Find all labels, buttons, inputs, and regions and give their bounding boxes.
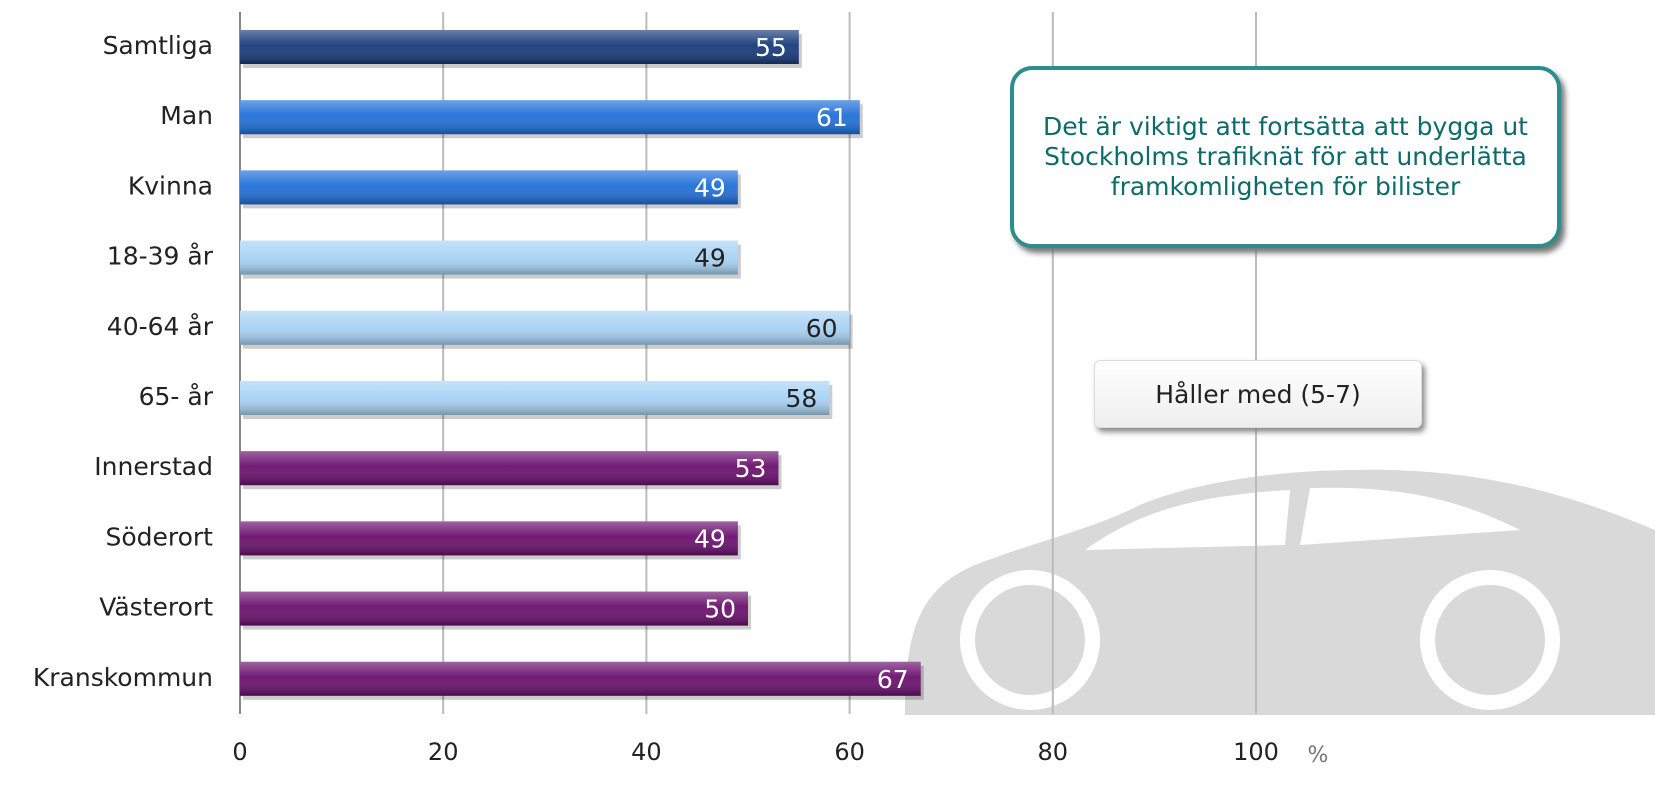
y-tick-label: 40-64 år — [107, 312, 214, 341]
y-tick-label: Man — [160, 101, 213, 130]
value-label: 67 — [877, 665, 909, 694]
value-label: 60 — [806, 314, 838, 343]
bar-shine — [240, 240, 738, 275]
car-window — [1300, 487, 1520, 545]
bar-shine — [240, 100, 860, 135]
value-label: 58 — [785, 384, 817, 413]
value-label: 50 — [704, 595, 736, 624]
car-window — [1085, 490, 1290, 550]
x-tick-label: 80 — [1038, 738, 1069, 766]
bar-shine — [240, 591, 748, 626]
legend-entry: Håller med (5-7) — [1094, 360, 1422, 428]
bar-shine — [240, 661, 921, 696]
value-label: 49 — [694, 244, 726, 273]
car-wheel — [1435, 585, 1545, 695]
bar-shine — [240, 521, 738, 556]
bar-shine — [240, 170, 738, 205]
x-unit: % — [1308, 743, 1329, 768]
y-tick-label: Innerstad — [94, 452, 213, 481]
y-tick-label: Söderort — [105, 522, 213, 551]
x-tick-label: 20 — [428, 738, 459, 766]
x-tick-label: 100 — [1233, 738, 1279, 766]
x-tick-label: 0 — [232, 738, 247, 766]
annotation: Det är viktigt att fortsätta att bygga u… — [1010, 66, 1561, 248]
bar-shine — [240, 30, 799, 64]
car-wheel — [975, 585, 1085, 695]
bar-shine — [240, 310, 850, 345]
y-tick-label: 18-39 år — [107, 242, 214, 271]
value-label: 49 — [694, 173, 726, 202]
y-tick-label: Samtliga — [103, 31, 213, 60]
y-tick-label: Kranskommun — [33, 663, 213, 692]
y-tick-label: 65- år — [139, 382, 214, 411]
y-tick-label: Kvinna — [128, 171, 213, 200]
value-label: 49 — [694, 524, 726, 553]
bar-shine — [240, 451, 779, 486]
value-label: 53 — [735, 454, 767, 483]
y-tick-label: Västerort — [99, 593, 213, 622]
value-label: 55 — [755, 33, 787, 62]
value-label: 61 — [816, 103, 848, 132]
x-tick-label: 40 — [631, 738, 662, 766]
x-tick-label: 60 — [834, 738, 865, 766]
bar-shine — [240, 381, 830, 415]
